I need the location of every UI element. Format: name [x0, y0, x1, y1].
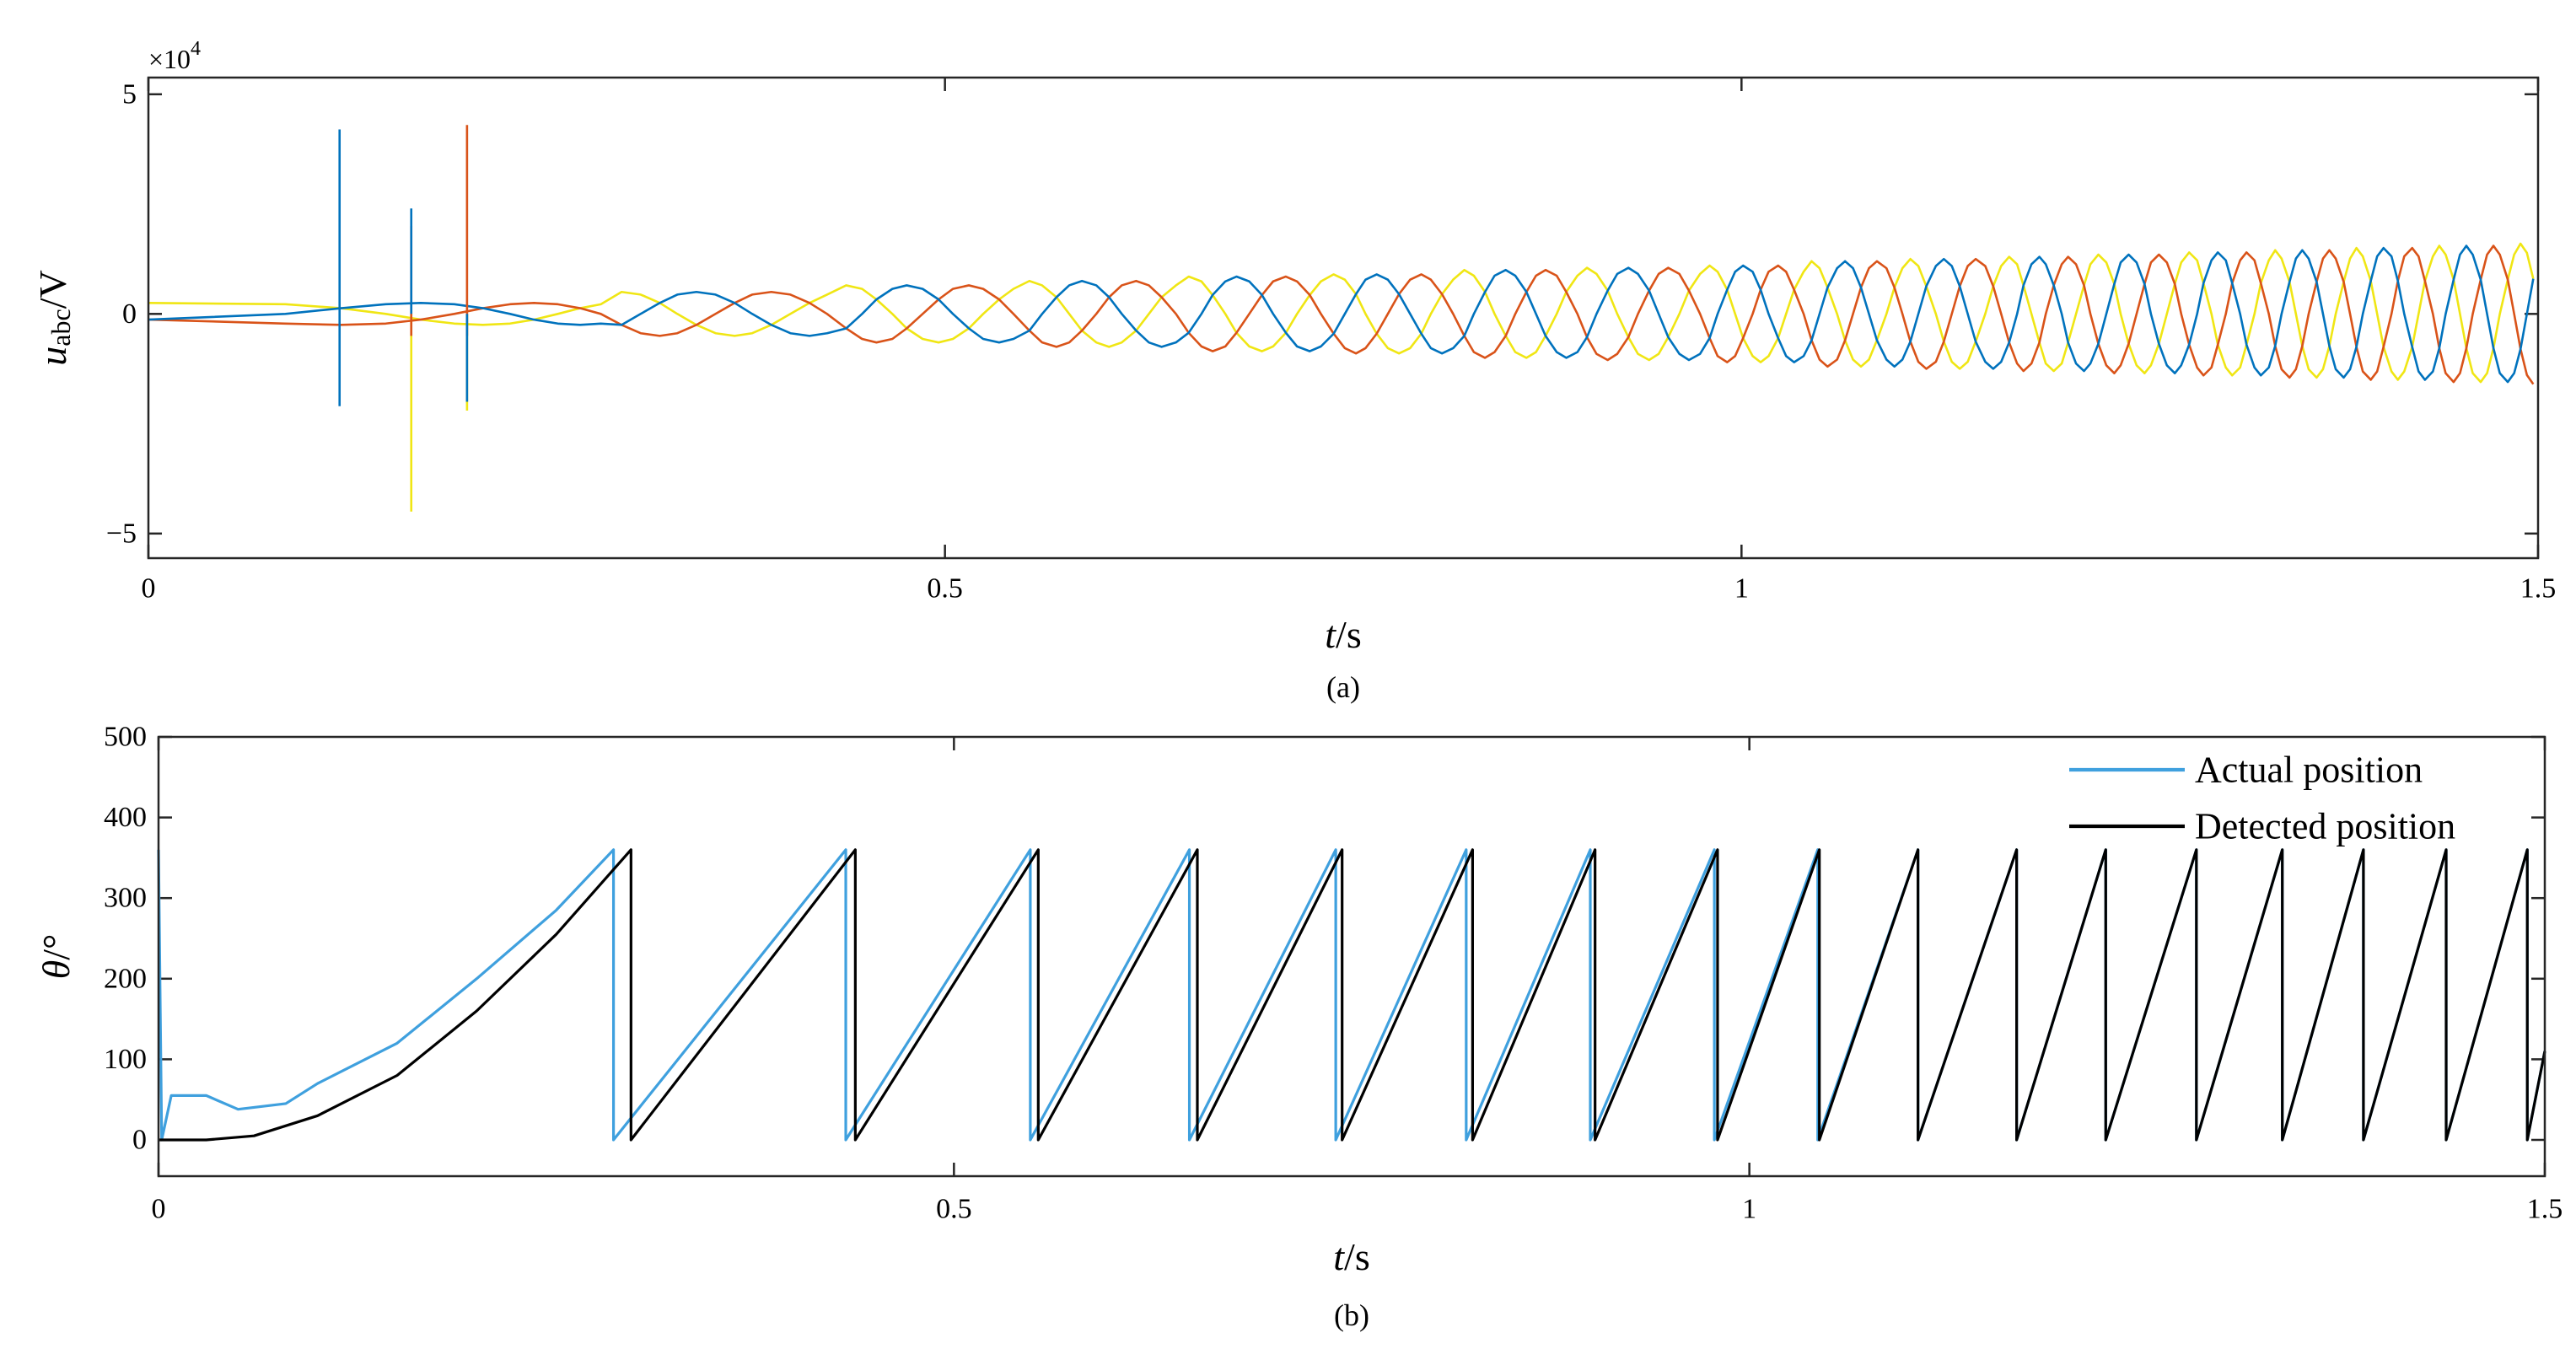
y-tick-label: 0 [132, 1124, 147, 1155]
data-line [338, 129, 469, 406]
caption: (b) [1334, 1298, 1369, 1332]
y-tick-label: 300 [104, 883, 147, 914]
plot-area [159, 737, 2545, 1176]
y-tick-label: 100 [104, 1044, 147, 1075]
x-label-unit: /s [1336, 613, 1362, 656]
x-tick-label: 1.5 [2527, 1194, 2563, 1225]
x-axis-label: t/s [1325, 613, 1361, 656]
data-line [148, 245, 2535, 384]
x-label-unit: /s [1344, 1235, 1370, 1278]
x-tick-label: 1 [1742, 1194, 1756, 1225]
legend-label: Detected position [2195, 806, 2455, 847]
x-tick-label: 1.5 [2520, 573, 2557, 605]
y-label-symbol: u [31, 347, 74, 366]
x-tick-label: 0 [142, 573, 156, 605]
legend-label: Actual position [2195, 750, 2423, 791]
x-tick-label: 0 [152, 1194, 166, 1225]
plot-frame [147, 76, 2540, 560]
x-label-symbol: t [1333, 1235, 1345, 1278]
x-axis-label: t/s [1333, 1235, 1369, 1278]
y-label-symbol: θ [35, 960, 78, 980]
x-tick-label: 0.5 [927, 573, 963, 605]
y-axis-label: uabc/V [31, 270, 77, 365]
y-axis-label: θ/° [35, 934, 78, 980]
caption: (a) [1326, 670, 1360, 704]
data-line [148, 242, 2535, 384]
y-tick-label: 400 [104, 802, 147, 833]
y-multiplier: ×104 [148, 38, 201, 74]
x-tick-label: 0.5 [936, 1194, 972, 1225]
y-label-subscript: abc [46, 309, 76, 346]
y-tick-label: −5 [106, 518, 137, 549]
x-label-symbol: t [1325, 613, 1336, 656]
data-line [159, 848, 2546, 1142]
multiplier-exponent: 4 [191, 38, 201, 60]
data-line [148, 245, 2535, 385]
y-tick-label: 200 [104, 963, 147, 994]
multiplier-base: ×10 [148, 44, 191, 74]
plot-frame [157, 735, 2546, 1178]
x-tick-label: 1 [1734, 573, 1749, 605]
y-tick-label: 500 [104, 722, 147, 753]
y-label-unit: /V [31, 270, 74, 309]
y-label-unit: /° [35, 934, 78, 960]
y-tick-label: 5 [122, 78, 137, 110]
y-tick-label: 0 [122, 298, 137, 330]
